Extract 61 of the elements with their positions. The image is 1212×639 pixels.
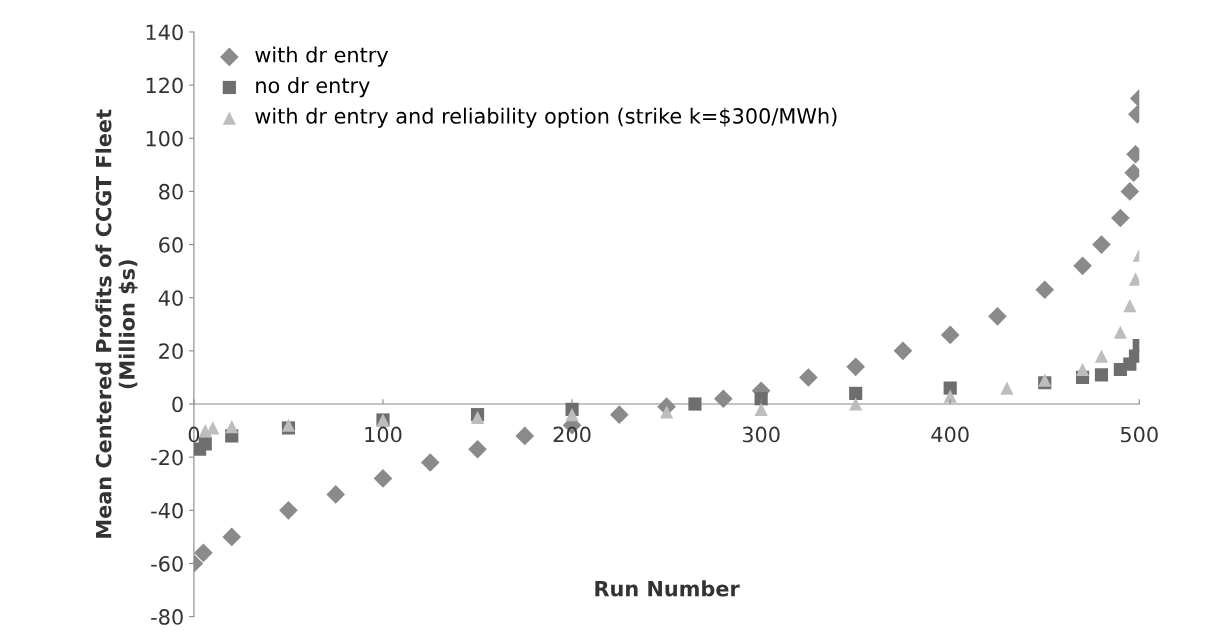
y-tick-label: 20 — [159, 343, 183, 360]
point — [1113, 325, 1127, 339]
point — [1035, 280, 1055, 300]
legend-label: with dr entry and reliability option (strike k=$300/MWh) — [255, 107, 837, 128]
point — [688, 397, 702, 411]
point — [1094, 349, 1109, 363]
point — [799, 368, 818, 387]
point — [222, 527, 242, 547]
point — [849, 397, 863, 411]
x-tick-label: 0 — [188, 426, 200, 443]
point — [714, 389, 733, 409]
y-tick-label: 120 — [146, 77, 183, 94]
point — [279, 501, 298, 520]
point — [940, 325, 960, 345]
point — [943, 389, 957, 403]
point — [849, 386, 863, 400]
point — [610, 405, 629, 424]
y-tick-label: -60 — [151, 555, 183, 572]
point — [565, 408, 579, 422]
point — [1111, 208, 1130, 228]
point — [194, 543, 213, 563]
y-tick-label: -40 — [151, 502, 183, 519]
x-axis-title: Run Number — [595, 580, 740, 597]
y-tick-label: 140 — [146, 24, 183, 41]
y-tick-label: 80 — [159, 183, 183, 200]
x-tick-label: 500 — [1121, 426, 1158, 443]
point — [1075, 362, 1090, 377]
point — [846, 357, 865, 377]
point — [1120, 182, 1140, 201]
point — [515, 426, 535, 446]
point — [1092, 235, 1111, 254]
x-tick-label: 400 — [931, 426, 969, 443]
point — [754, 402, 768, 416]
point — [468, 439, 487, 459]
legend-label: no dr entry — [256, 77, 370, 98]
point — [893, 341, 913, 361]
point — [1128, 272, 1140, 286]
point — [1073, 256, 1092, 276]
y-tick-label: 0 — [172, 396, 183, 413]
point — [206, 421, 220, 435]
point — [420, 453, 440, 472]
point — [326, 485, 346, 504]
x-tick-label: 100 — [365, 426, 402, 443]
point — [943, 381, 957, 395]
y-tick-label: 60 — [159, 237, 183, 253]
y-tick-label: -20 — [151, 449, 183, 466]
point — [198, 437, 212, 451]
point — [754, 392, 768, 406]
y-tick-label: 40 — [158, 290, 183, 306]
point — [373, 469, 393, 488]
x-tick-label: 300 — [742, 426, 780, 443]
point — [225, 420, 239, 434]
point — [1094, 368, 1109, 382]
y-tick-label: 100 — [146, 130, 183, 147]
point — [1123, 299, 1137, 313]
y-tick-label: -80 — [151, 609, 183, 625]
legend-label: with dr entry — [255, 46, 389, 67]
point — [988, 307, 1007, 326]
x-tick-label: 200 — [553, 426, 591, 443]
y-axis-title: Mean Centered Profits of CCGT Fleet (Million $s) — [95, 109, 138, 538]
point — [1000, 381, 1014, 395]
